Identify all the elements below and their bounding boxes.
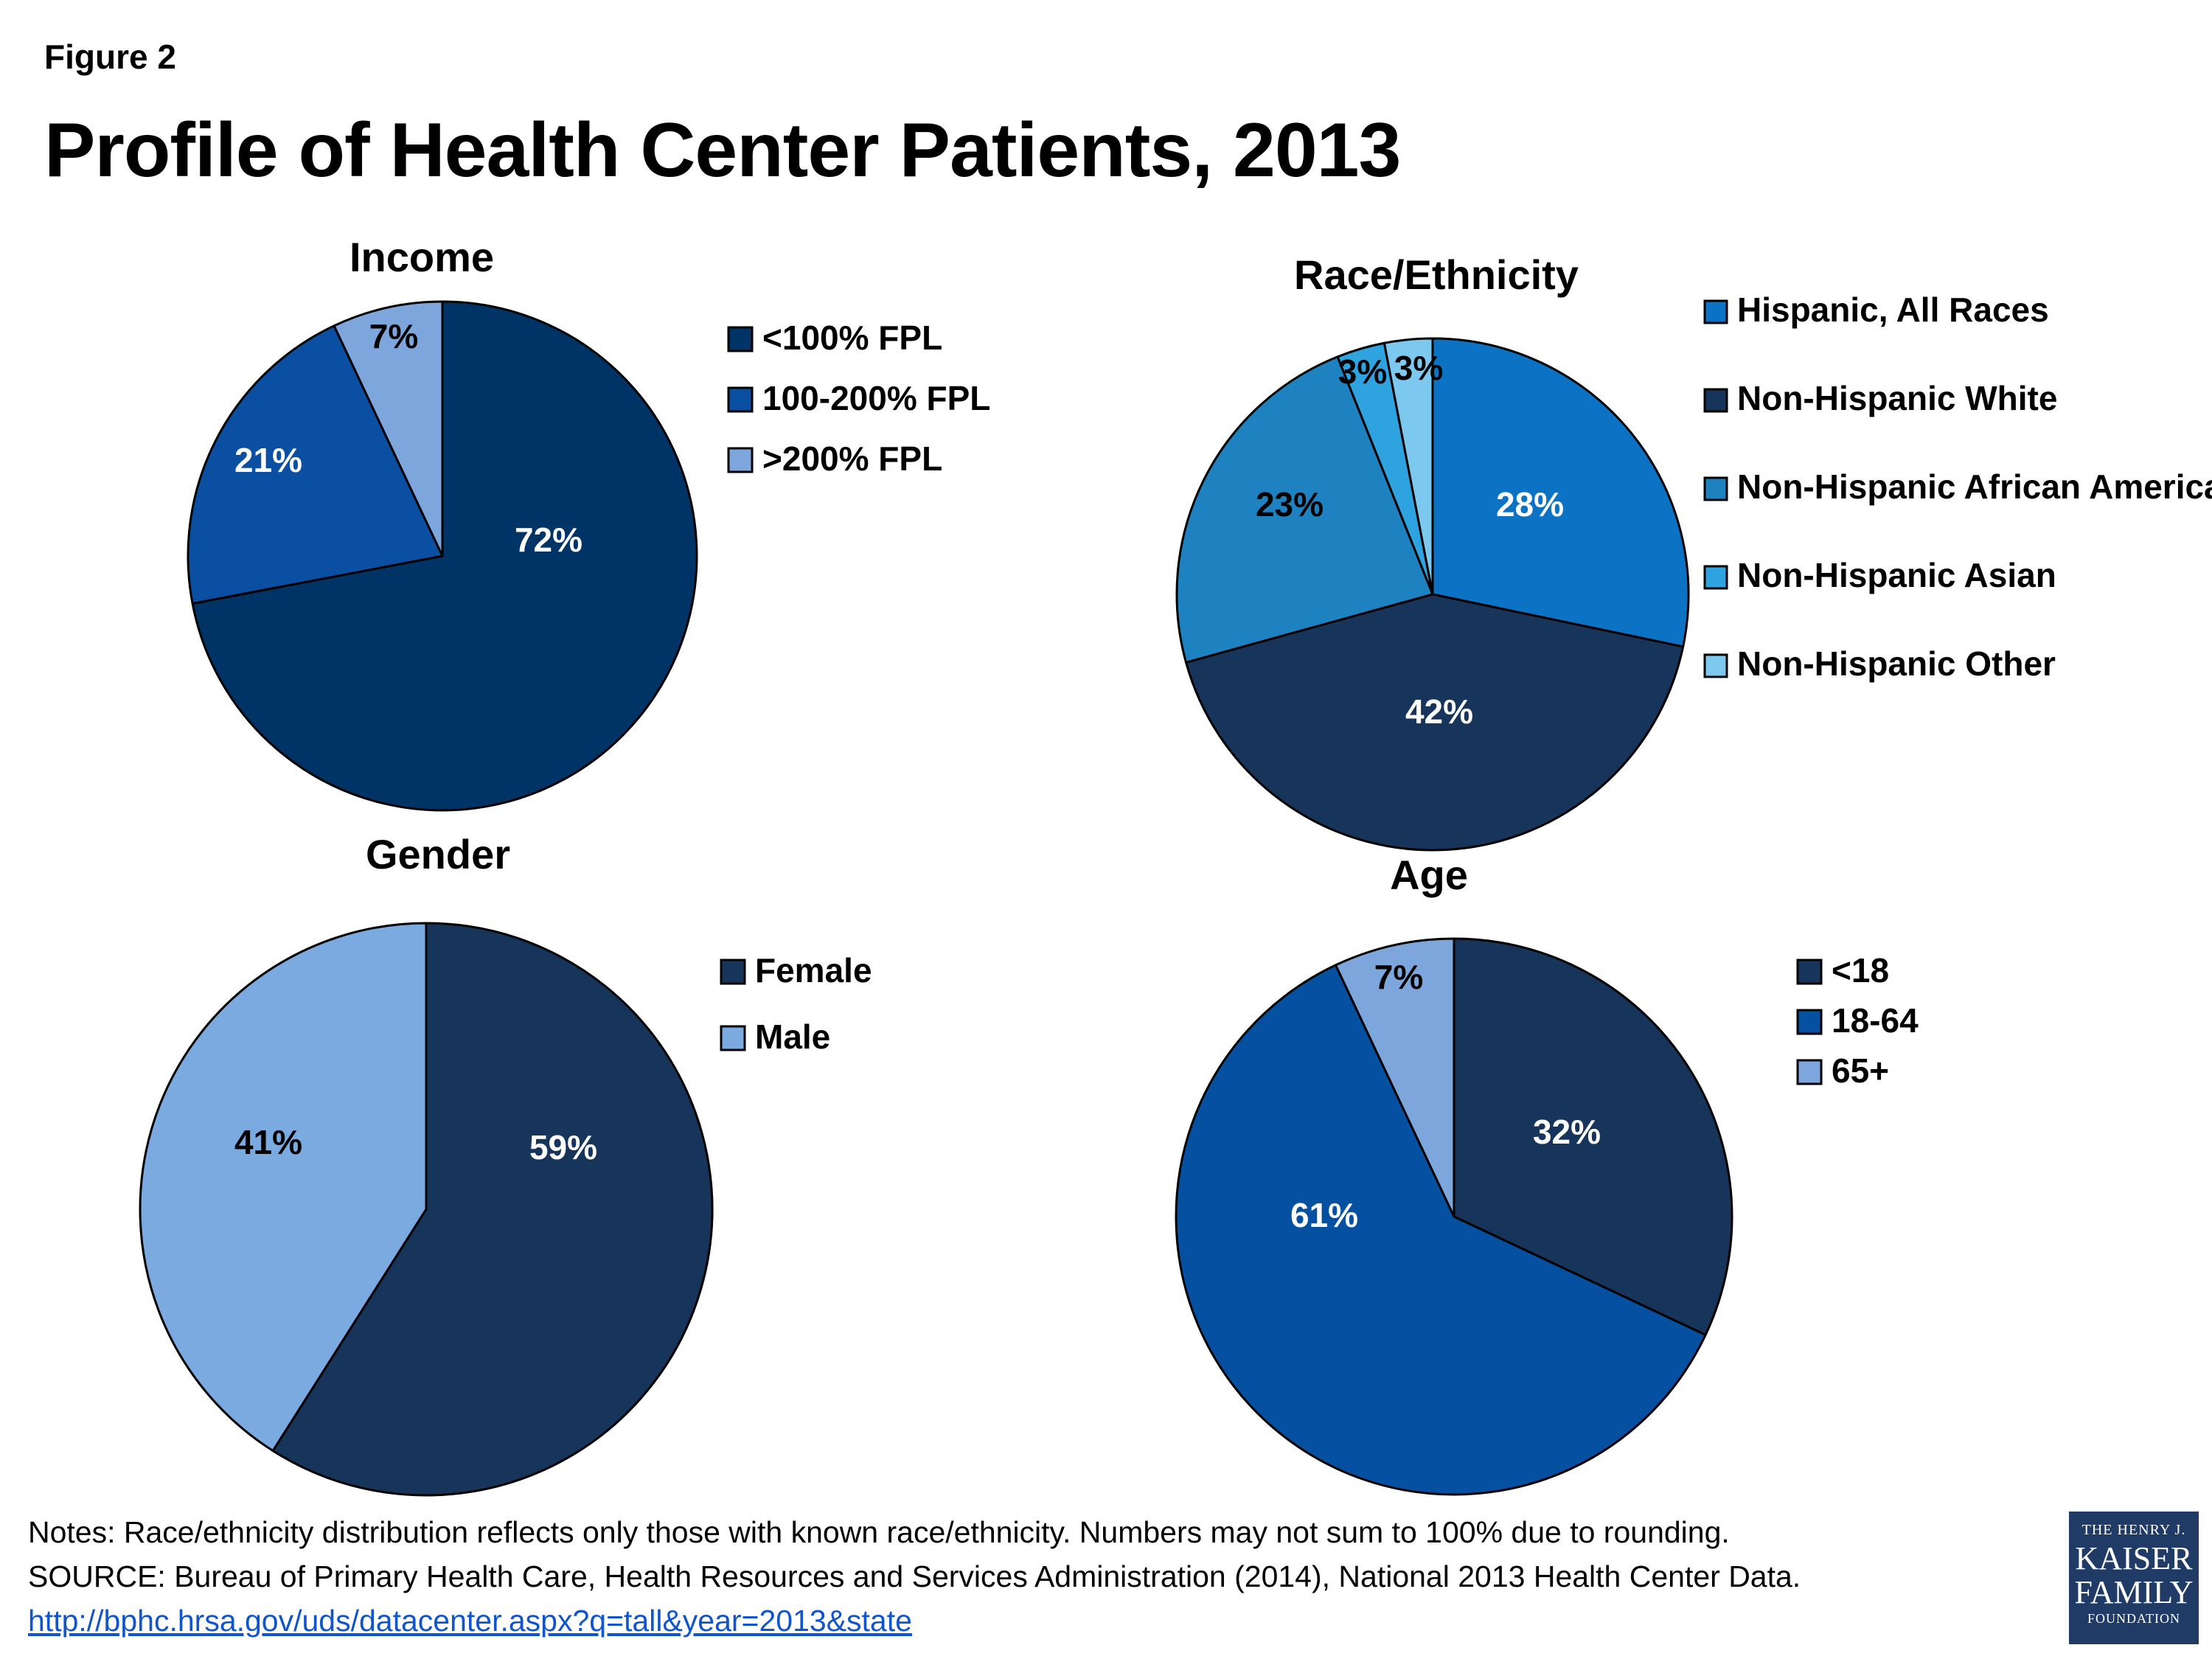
legend-label: Hispanic, All Races <box>1737 291 2049 329</box>
slice-label: 32% <box>1533 1113 1601 1151</box>
slice-label: 28% <box>1496 485 1564 524</box>
pie-chart: Gender 59% 41% Female Male <box>139 831 872 1497</box>
pie-slice <box>191 300 698 812</box>
legend-swatch <box>727 447 754 473</box>
slice-label: 42% <box>1405 692 1473 731</box>
legend-label: 65+ <box>1832 1051 1889 1090</box>
source-line: SOURCE: Bureau of Primary Health Care, H… <box>28 1559 1801 1593</box>
legend-label: 18-64 <box>1832 1001 1919 1040</box>
pie-slice <box>1175 964 1707 1496</box>
pie-slice <box>1185 593 1685 852</box>
pie-slice <box>139 922 428 1453</box>
slice-label: 3% <box>1394 349 1443 387</box>
legend-swatch <box>1703 476 1728 501</box>
legend-label: >200% FPL <box>762 439 942 478</box>
figure-label: Figure 2 <box>44 38 176 76</box>
legend-label: Non-Hispanic Other <box>1737 644 2056 683</box>
logo-line: THE HENRY J. <box>2081 1522 2186 1538</box>
legend-label: 100-200% FPL <box>762 379 990 417</box>
notes: Notes: Race/ethnicity distribution refle… <box>28 1510 2048 1643</box>
logo-line: FOUNDATION <box>2087 1611 2180 1626</box>
pie-slice <box>1382 337 1434 596</box>
legend-label: <18 <box>1832 951 1889 990</box>
pie-chart: Age 32% 61% 7% <18 18-64 65+ <box>1175 852 1919 1496</box>
pie-chart: Race/Ethnicity 28% 42% 23% 3% 3% Hispanic, All… <box>1175 251 2212 852</box>
pie-chart: Income 72% 21% 7% <100% FPL 100-200% FPL >200%… <box>187 234 990 812</box>
legend-swatch <box>1703 299 1728 324</box>
logo-line: KAISER <box>2075 1540 2193 1576</box>
slice-label: 41% <box>234 1123 302 1161</box>
chart-title: Age <box>1390 852 1468 898</box>
pie-slice <box>271 922 714 1497</box>
legend-swatch <box>1703 388 1728 413</box>
legend-swatch <box>1796 1009 1823 1035</box>
legend-swatch <box>1703 653 1728 678</box>
notes-line: Notes: Race/ethnicity distribution refle… <box>28 1515 1730 1549</box>
slice-label: 7% <box>369 317 418 355</box>
legend-label: Male <box>755 1018 830 1056</box>
slice-label: 21% <box>234 441 302 479</box>
legend-swatch <box>1796 959 1823 985</box>
legend-label: Non-Hispanic White <box>1737 379 2057 417</box>
legend-label: Non-Hispanic Asian <box>1737 556 2056 594</box>
legend-label: Female <box>755 951 872 990</box>
pie-slice <box>1334 937 1455 1218</box>
chart-title: Race/Ethnicity <box>1294 251 1579 298</box>
logo-line: FAMILY <box>2074 1574 2194 1610</box>
slice-label: 59% <box>529 1128 597 1166</box>
legend-swatch <box>727 386 754 413</box>
slice-label: 23% <box>1256 485 1324 524</box>
pie-slice <box>1175 355 1434 664</box>
pie-slice <box>187 324 444 605</box>
kff-logo: THE HENRY J. KAISER FAMILY FOUNDATION <box>2069 1512 2199 1644</box>
slice-label: 7% <box>1374 958 1423 996</box>
slice-label: 3% <box>1338 352 1387 391</box>
legend-swatch <box>1703 565 1728 590</box>
legend-swatch <box>727 326 754 352</box>
pie-slice <box>333 300 444 557</box>
legend-label: <100% FPL <box>762 319 942 357</box>
legend-swatch <box>720 959 746 985</box>
pie-slice <box>1431 337 1690 648</box>
charts-canvas: Income 72% 21% 7% <100% FPL 100-200% FPL >200%… <box>139 234 2212 1497</box>
slice-label: 72% <box>515 521 582 559</box>
legend-swatch <box>1796 1059 1823 1085</box>
legend-swatch <box>720 1025 746 1051</box>
slice-label: 61% <box>1290 1196 1358 1234</box>
chart-title: Income <box>349 234 494 280</box>
chart-title: Gender <box>366 831 510 877</box>
legend-label: Non-Hispanic African American <box>1737 467 2212 506</box>
page-title: Profile of Health Center Patients, 2013 <box>44 108 1401 193</box>
pie-slice <box>1453 937 1733 1337</box>
source-link[interactable]: http://bphc.hrsa.gov/uds/datacenter.aspx… <box>28 1604 912 1638</box>
